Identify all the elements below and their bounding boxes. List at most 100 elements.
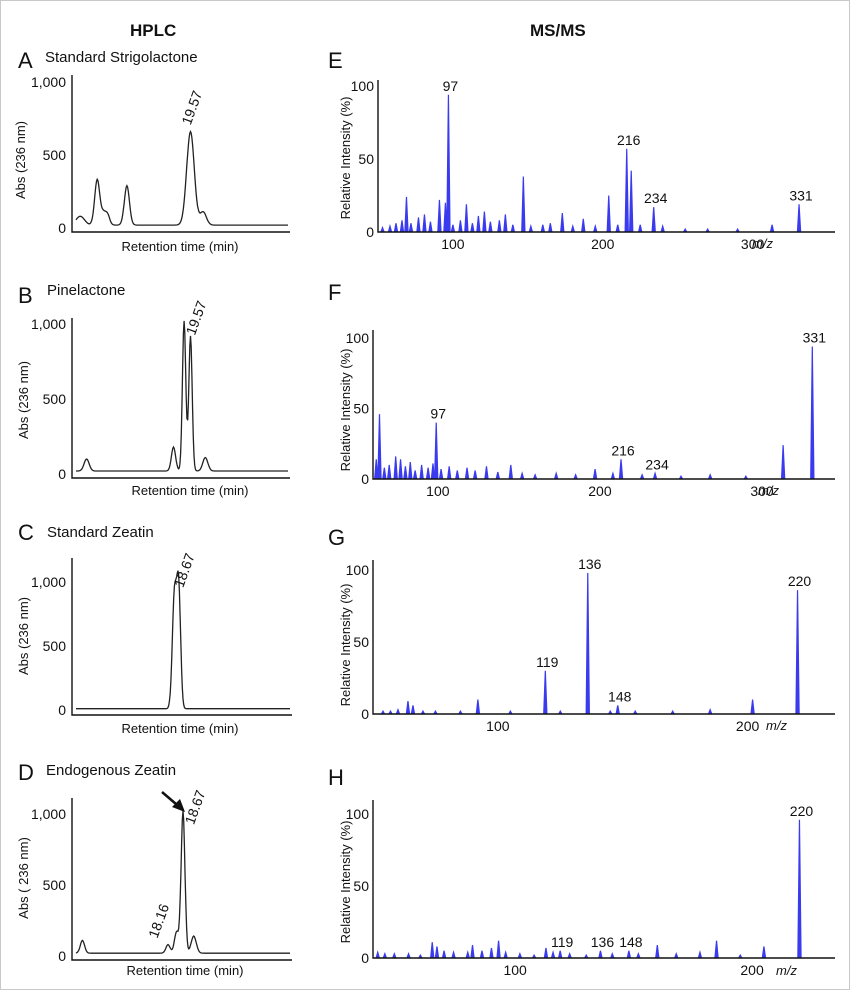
ylabel-e: Relative Intensity (%) [338,97,353,220]
ms-peak [405,700,411,715]
ms-peak [387,464,392,480]
ms-peak [408,223,414,233]
xtick-label: 300 [741,236,765,252]
hplc-annotations-c: 18.67 [171,551,198,590]
ms-peak [450,224,456,233]
ms-peaks-g [380,572,800,715]
ms-peak [615,224,620,233]
xlabel-b: Retention time (min) [131,483,248,498]
ms-peak [683,227,688,233]
peak-label: 119 [551,934,574,950]
ms-peak [479,950,485,959]
hplc-annotations-b: 19.57 [183,298,210,337]
xlabel-c: Retention time (min) [121,721,238,736]
retention-time-label: 18.67 [181,788,208,827]
ms-peak [585,572,590,715]
ms-peak [418,953,423,959]
ytick-label: 1,000 [31,806,66,822]
ms-peak [570,223,575,233]
ytick-label: 0 [58,466,66,482]
xtick-label: 200 [740,962,764,978]
mz-label-f: m/z [758,483,779,498]
ms-peak [419,464,424,480]
ms-peak [489,947,494,959]
ms-peak [708,473,713,480]
ytick-label: 50 [358,151,374,167]
panel-letter-d: D [18,760,34,785]
ms-peak [670,709,675,715]
ytick-label: 0 [366,224,374,240]
ytick-label: 50 [353,401,369,417]
ms-peak [738,953,743,959]
ylabel-b: Abs (236 nm) [16,361,31,439]
ms-ticks-h: 0 50 100 100 200 [346,806,764,978]
ms-peak [412,470,418,480]
ms-peak [651,207,656,233]
ytick-label: 500 [43,391,67,407]
ms-peak [624,148,629,233]
ms-peak [434,422,439,480]
panel-letter-f: F [328,280,341,305]
ms-peak [508,709,513,715]
peak-label: 119 [536,654,559,670]
ms-peaks-f [374,346,815,480]
ms-peak [430,942,435,959]
ms-peak [416,217,421,233]
ms-peak [380,709,386,715]
ms-peak [606,195,611,233]
peak-label: 97 [443,78,459,94]
ms-peak [598,950,603,959]
ms-peak [393,223,399,233]
peak-label: 148 [619,934,643,950]
axes-g [372,560,835,715]
ms-peak [470,223,475,233]
ytick-label: 50 [353,634,369,650]
ytick-label: 500 [43,638,67,654]
ms-peak [430,463,436,480]
panel-e: E Relative Intensity (%) m/z 0 50 100 100 20… [328,48,835,252]
ms-peak [403,466,408,480]
ms-peaks-e [380,94,802,233]
ms-peak [476,215,481,233]
ms-peak [497,220,502,233]
hplc-header: HPLC [130,21,176,40]
ms-peak [543,947,549,959]
ms-peak [796,204,802,233]
ms-peak [735,227,740,233]
ms-peak [438,469,444,480]
panel-title-a: Standard Strigolactone [45,49,198,66]
ms-peak [780,445,786,480]
ms-peak [528,223,534,233]
xtick-label: 100 [503,962,527,978]
ms-peak [795,590,800,715]
hplc-annotations-d: 18.67 18.16 [145,788,208,940]
ms-peak [707,707,713,715]
ms-peak [554,471,559,480]
ms-peak [464,467,470,480]
axes-h [372,800,835,959]
ms-peak [548,223,553,233]
ms-peak [458,220,463,233]
ylabel-g: Relative Intensity (%) [338,584,353,707]
ms-peak [540,224,546,233]
hplc-trace-d [75,810,290,954]
peak-label: 216 [617,132,641,148]
xlabel-d: Retention time (min) [126,963,243,978]
ms-peak [484,466,489,480]
hplc-annotations-a: 19.57 [178,88,205,127]
panel-g: G Relative Intensity (%) m/z 0 50 100 100 20… [328,525,835,734]
ms-peak [475,699,481,715]
hplc-trace-a [75,129,288,226]
ms-peak [392,951,397,959]
ms-peak [626,950,632,959]
panel-letter-g: G [328,525,345,550]
ms-peak [797,819,802,959]
retention-time-label: 19.57 [183,298,210,337]
ms-peak [387,223,393,233]
ms-peak [399,220,405,233]
ms-peak [420,709,426,715]
peak-label: 234 [645,456,669,472]
ms-peak [743,474,748,480]
